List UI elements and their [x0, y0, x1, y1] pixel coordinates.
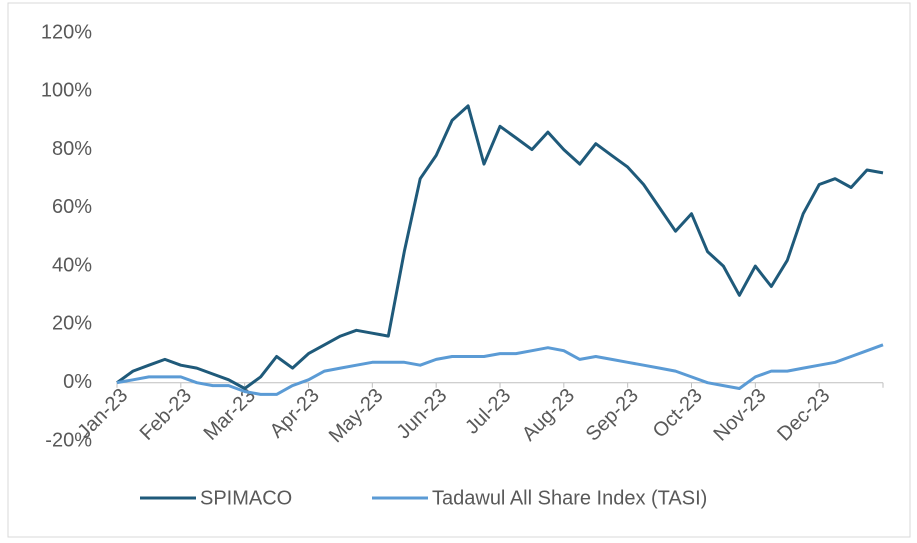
y-tick-label: 0% — [63, 371, 92, 393]
chart-frame — [7, 2, 911, 538]
y-tick-label: 120% — [41, 21, 92, 43]
y-tick-label: 20% — [52, 313, 92, 335]
y-tick-label: 60% — [52, 196, 92, 218]
series-line — [116, 343, 884, 396]
legend-label: SPIMACO — [200, 487, 292, 509]
legend-label: Tadawul All Share Index (TASI) — [432, 487, 707, 509]
y-tick-label: 80% — [52, 138, 92, 160]
series-line — [116, 104, 884, 390]
y-tick-label: -20% — [45, 429, 92, 451]
y-tick-label: 100% — [41, 80, 92, 102]
y-tick-label: 40% — [52, 254, 92, 276]
